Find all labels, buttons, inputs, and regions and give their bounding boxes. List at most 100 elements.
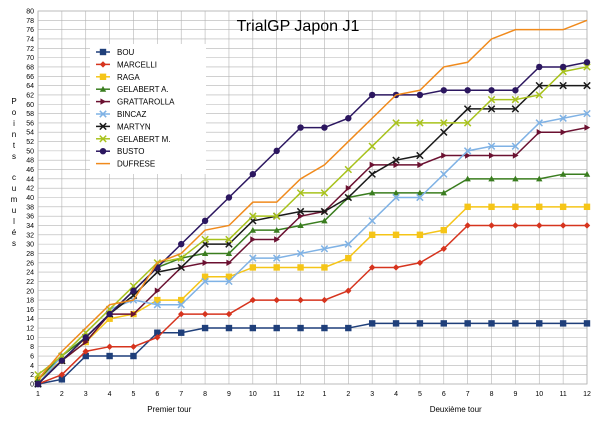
marker [345,324,352,332]
marker [273,296,280,304]
marker [536,320,543,327]
marker [392,156,400,164]
x-group-label: Premier tour [147,405,191,414]
marker [106,310,113,318]
y-label-char: c [12,173,16,182]
marker-stroke [320,245,329,253]
y-tick-label: 26 [26,260,34,267]
marker-stroke [225,235,233,244]
y-label-char: u [12,206,16,215]
marker [368,320,376,327]
legend-label: MARCELLI [117,60,157,69]
marker [154,329,161,336]
marker-stroke [511,105,520,113]
legend-label: RAGA [117,73,140,82]
marker [178,310,185,318]
y-tick-label: 28 [26,251,34,258]
marker [99,148,107,155]
y-tick-label: 12 [26,326,34,333]
marker [249,254,257,262]
marker-stroke [583,63,591,71]
marker [154,296,161,304]
marker [272,212,281,220]
marker [201,310,209,318]
marker [177,263,185,272]
marker [512,320,519,327]
marker [368,189,376,196]
marker [560,129,567,136]
marker-stroke [201,277,209,286]
marker [488,152,495,159]
marker [511,105,520,113]
marker [368,217,376,225]
y-tick-label: 48 [26,158,34,165]
marker-stroke [249,212,257,220]
marker-stroke [344,193,353,202]
x-tick-label: 11 [559,391,566,398]
marker [177,254,185,262]
marker [393,161,400,169]
marker-stroke [392,119,400,127]
marker [392,264,400,271]
marker [321,124,328,131]
y-tick-label: 74 [26,36,34,43]
series-line [37,66,588,376]
marker-stroke [296,207,305,216]
y-label-char: m [11,195,18,204]
marker [487,95,496,104]
marker [273,226,280,233]
legend-item: BINCAZ [96,110,146,119]
y-tick-label: 20 [26,288,34,295]
x-tick-label: 7 [466,391,470,398]
y-label-char: u [12,184,16,193]
marker-stroke [559,67,567,76]
marker [512,87,519,94]
x-tick-label: 3 [370,391,374,398]
series-line [37,84,587,385]
marker-stroke [440,128,448,136]
y-tick-label: 76 [26,27,34,34]
marker [130,310,137,318]
marker-stroke [583,81,591,90]
marker [225,250,233,257]
marker [463,105,472,113]
marker [106,315,113,322]
marker [345,287,352,294]
y-tick-label: 78 [26,18,34,25]
marker [201,217,209,225]
y-tick-label: 38 [26,204,34,211]
marker [392,193,400,202]
x-tick-label: 4 [394,391,398,398]
y-tick-label: 24 [26,270,34,277]
marker [273,264,280,271]
x-group-labels: Premier tour Deuxième tour [147,405,482,414]
series-line [37,19,588,380]
marker-stroke [559,81,567,90]
marker [464,222,471,229]
marker-stroke [440,119,448,127]
series-group [34,19,591,388]
y-tick-label: 22 [26,279,34,286]
marker [512,222,519,229]
y-tick-label: 62 [26,92,34,99]
y-tick-label: 50 [26,148,34,155]
marker [249,226,257,233]
marker [440,170,448,178]
marker [584,124,591,131]
marker [464,87,471,94]
marker [178,240,185,248]
marker [154,334,161,341]
series-line [37,206,587,380]
legend-label: GELABERT M. [117,135,171,144]
marker [297,324,304,332]
marker [392,320,400,327]
marker [130,343,137,350]
marker [83,338,89,346]
series-line [37,61,588,385]
marker-stroke [535,81,543,90]
marker [99,73,107,80]
marker [416,193,424,202]
marker-stroke [129,291,138,300]
